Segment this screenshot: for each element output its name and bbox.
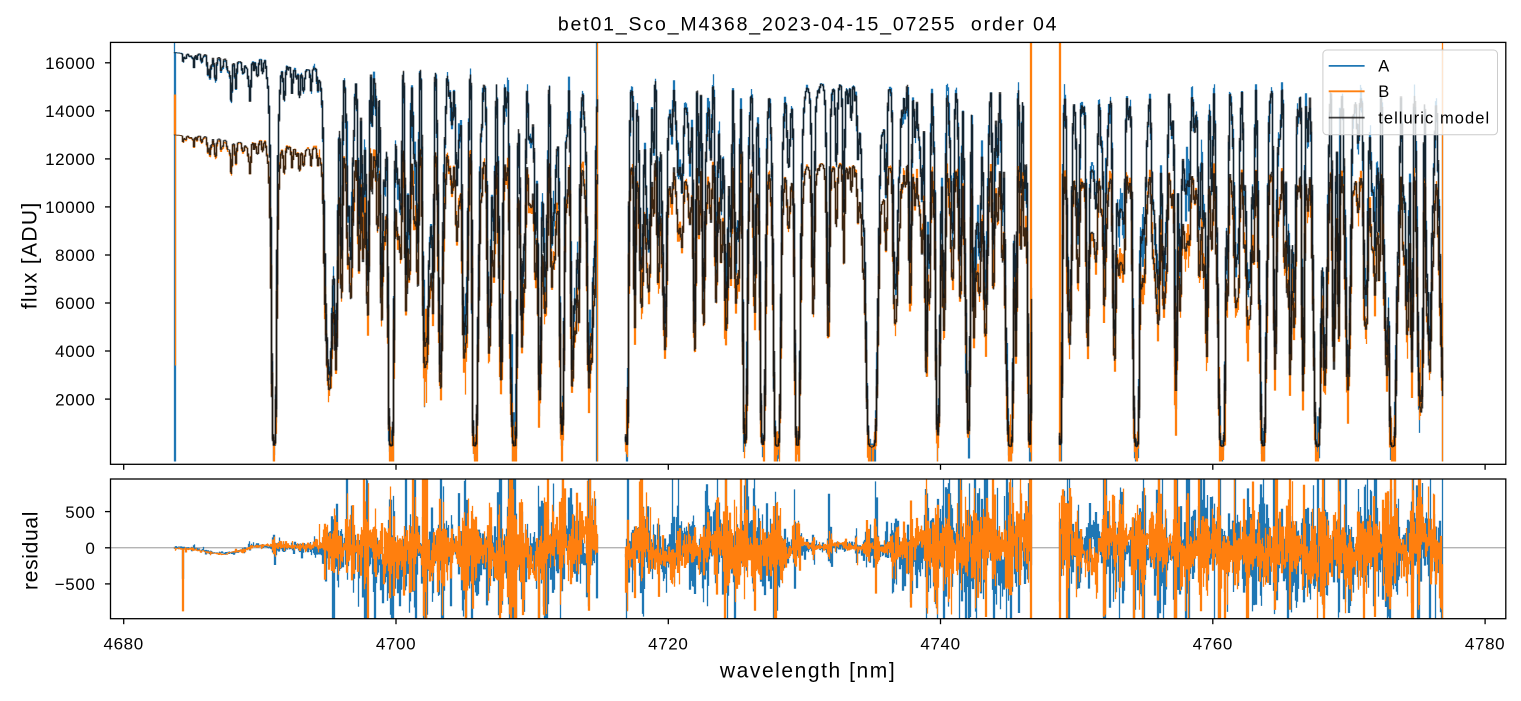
svg-text:8000: 8000 — [55, 246, 95, 265]
svg-text:6000: 6000 — [55, 294, 95, 313]
svg-text:4740: 4740 — [920, 634, 960, 653]
svg-text:flux [ADU]: flux [ADU] — [18, 201, 41, 309]
svg-text:4760: 4760 — [1193, 634, 1233, 653]
svg-text:4700: 4700 — [376, 634, 416, 653]
svg-text:−500: −500 — [55, 575, 96, 594]
svg-text:4680: 4680 — [104, 634, 144, 653]
svg-text:4000: 4000 — [55, 342, 95, 361]
svg-text:2000: 2000 — [55, 390, 95, 409]
svg-text:10000: 10000 — [45, 198, 95, 217]
svg-text:500: 500 — [65, 503, 95, 522]
svg-text:telluric model: telluric model — [1378, 109, 1490, 127]
svg-text:B: B — [1378, 83, 1390, 101]
svg-text:16000: 16000 — [45, 54, 95, 73]
svg-text:4720: 4720 — [648, 634, 688, 653]
svg-text:0: 0 — [85, 539, 95, 558]
svg-text:4780: 4780 — [1465, 634, 1505, 653]
svg-text:wavelength [nm]: wavelength [nm] — [719, 660, 896, 683]
svg-text:bet01_Sco_M4368_2023-04-15_072: bet01_Sco_M4368_2023-04-15_07255 order 0… — [558, 13, 1059, 35]
svg-text:14000: 14000 — [45, 102, 95, 121]
svg-text:12000: 12000 — [45, 150, 95, 169]
svg-text:A: A — [1378, 58, 1390, 76]
svg-text:residual: residual — [19, 511, 42, 590]
